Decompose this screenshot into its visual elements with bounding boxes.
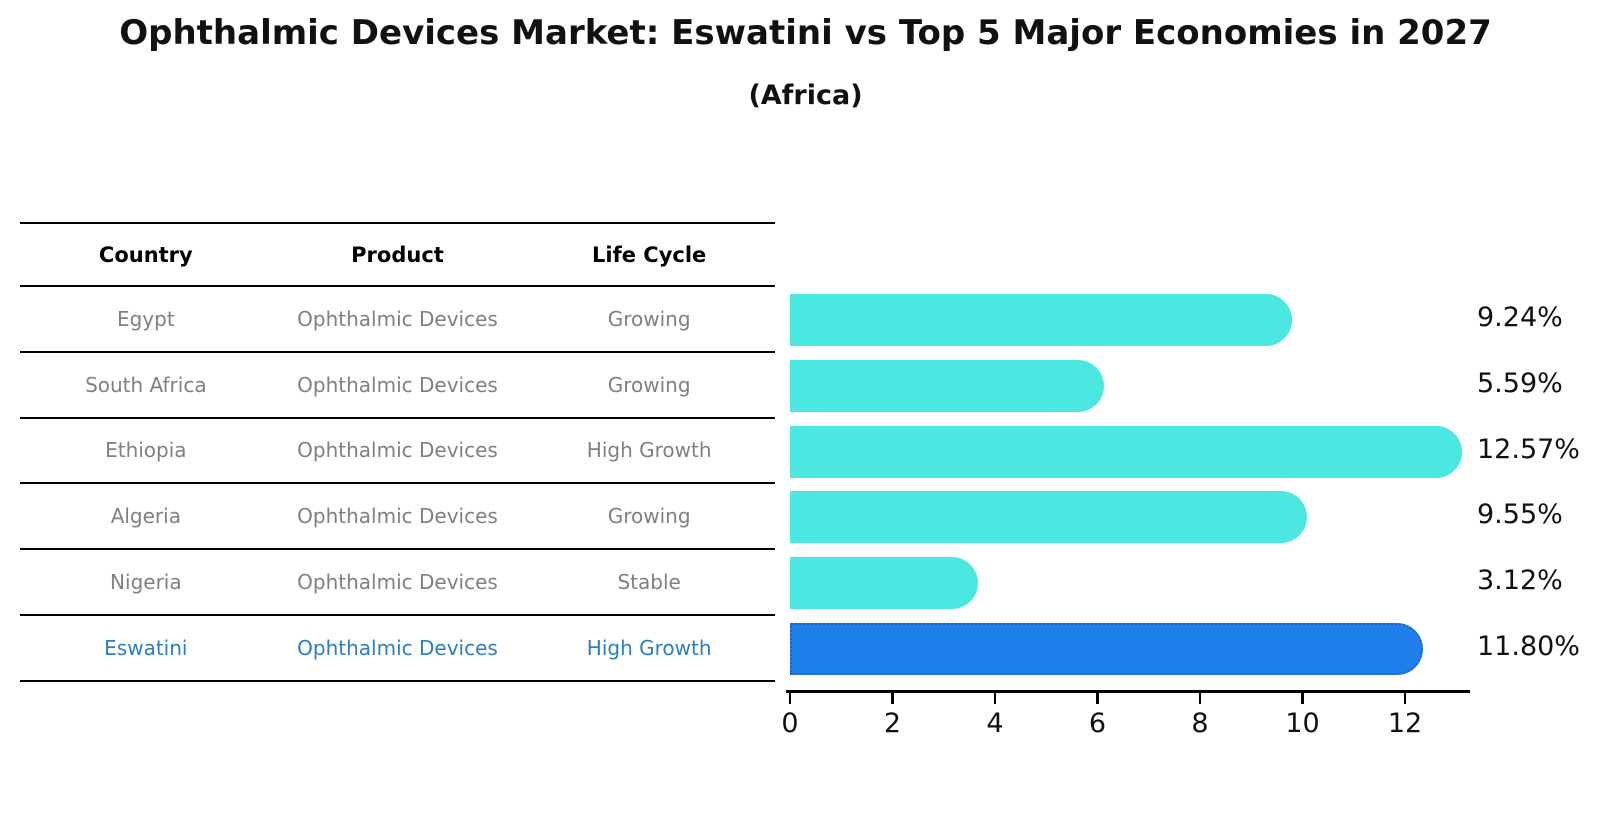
table-row-nigeria: Nigeria Ophthalmic Devices Stable [20,550,775,616]
country-table: Country Product Life Cycle Egypt Ophthalm… [20,222,775,682]
x-axis-tick-label-2: 2 [883,708,902,739]
bar-eswatini [790,622,1423,675]
x-axis-tick-label-6: 6 [1088,708,1107,739]
x-axis-line [786,690,1470,693]
column-header-lifecycle: Life Cycle [592,242,707,267]
cell-country: Ethiopia [105,438,187,463]
bar-ethiopia [790,425,1463,478]
cell-country: Eswatini [104,635,188,660]
table-body: Egypt Ophthalmic Devices Growing South Afri… [20,287,775,682]
cell-product: Ophthalmic Devices [297,504,498,529]
x-axis-tick-0 [788,693,792,704]
table-row-egypt: Egypt Ophthalmic Devices Growing [20,287,775,353]
cell-country: South Africa [85,372,207,397]
x-axis-tick-6 [1096,693,1099,704]
table-row-ethiopia: Ethiopia Ophthalmic Devices High Growth [20,419,775,485]
table-row-algeria: Algeria Ophthalmic Devices Growing [20,484,775,551]
value-label-algeria: 9.55% [1477,499,1563,531]
x-axis-tick-10 [1301,693,1304,704]
chart-title: Ophthalmic Devices Market: Eswatini vs T… [119,13,1492,53]
value-label-south-africa: 5.59% [1477,367,1563,399]
cell-product: Ophthalmic Devices [297,438,498,463]
x-axis-tick-2 [891,693,894,704]
x-axis-tick-label-0: 0 [781,708,799,739]
table-header-row: Country Product Life Cycle [20,222,775,287]
cell-product: Ophthalmic Devices [297,306,498,331]
value-label-ethiopia: 12.57% [1477,433,1580,465]
cell-lifecycle: High Growth [586,438,712,463]
x-axis-tick-label-4: 4 [986,708,1004,739]
column-header-product: Product [351,242,444,267]
cell-lifecycle: Growing [607,504,691,529]
cell-product: Ophthalmic Devices [297,372,498,397]
cell-product: Ophthalmic Devices [297,570,498,595]
x-axis-tick-4 [993,693,997,704]
value-label-egypt: 9.24% [1477,301,1563,333]
bar-algeria [790,491,1308,544]
bar-egypt [790,293,1292,346]
cell-lifecycle: Growing [607,306,691,331]
cell-lifecycle: Stable [617,570,681,595]
value-label-eswatini: 11.80% [1477,630,1580,662]
value-label-nigeria: 3.12% [1477,565,1563,597]
cell-country: Egypt [116,306,175,331]
column-header-country: Country [98,242,193,267]
cell-country: Algeria [110,504,181,529]
x-axis-tick-label-8: 8 [1191,708,1209,739]
cell-lifecycle: High Growth [586,635,712,660]
table-row-eswatini: Eswatini Ophthalmic Devices High Growth [20,616,775,682]
x-axis-tick-label-12: 12 [1387,708,1423,739]
x-axis-tick-8 [1198,693,1202,704]
chart-subtitle: (Africa) [748,80,863,111]
table-row-south-africa: South Africa Ophthalmic Devices Growing [20,353,775,419]
x-axis-tick-12 [1403,693,1407,704]
cell-product: Ophthalmic Devices [297,635,498,660]
x-axis-tick-label-10: 10 [1285,708,1320,739]
cell-country: Nigeria [110,570,182,595]
cell-lifecycle: Growing [607,372,691,397]
bar-south-africa [790,359,1105,412]
bar-nigeria [790,557,978,610]
